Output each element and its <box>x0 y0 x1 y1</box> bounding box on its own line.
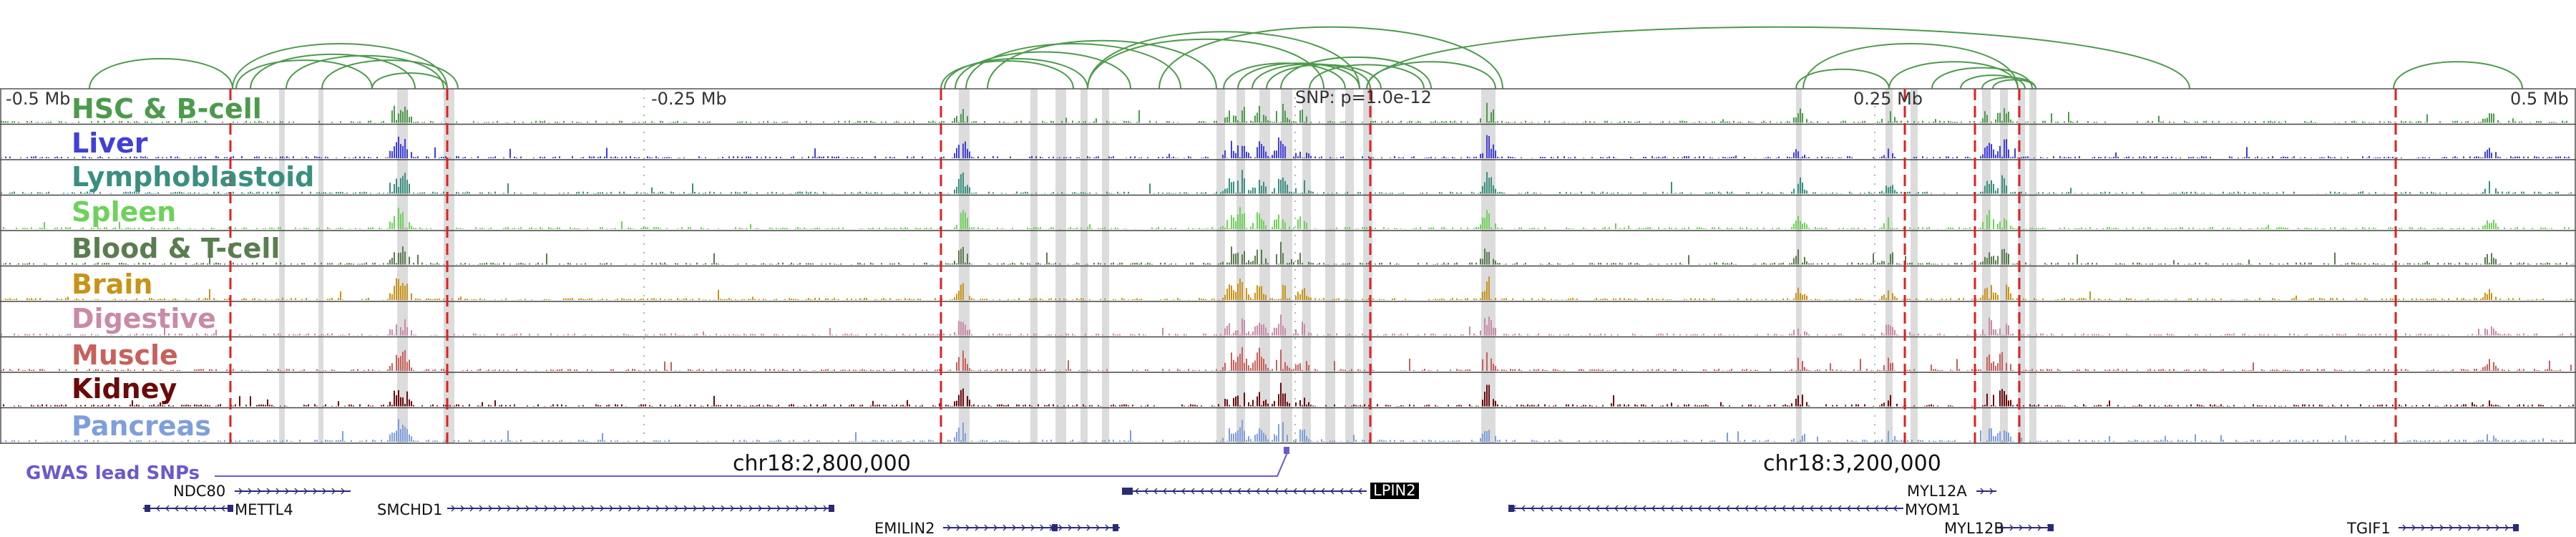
track-label-brain: Brain <box>72 268 153 300</box>
chromatin-loop-arc <box>1888 61 2019 90</box>
gwas-lead-snp-marker[interactable] <box>1284 447 1289 454</box>
gene-ndc80[interactable] <box>235 488 351 495</box>
significant-variant-lines <box>229 89 2397 443</box>
track-label-kidney: Kidney <box>72 373 177 405</box>
signal-track <box>1 135 2570 158</box>
chromatin-loop-arc <box>940 60 1074 90</box>
ruler-left-label: -0.5 Mb <box>6 89 71 109</box>
chromatin-loop-arc <box>371 72 448 90</box>
signal-track <box>1 347 2572 371</box>
track-frames <box>0 88 2576 444</box>
gene-label-lpin2[interactable]: LPIN2 <box>1370 483 1419 499</box>
gwas-lead-snps-label: GWAS lead SNPs <box>26 463 200 484</box>
signal-track <box>3 276 2572 300</box>
signal-track <box>3 207 2574 229</box>
gene-label-myl12a[interactable]: MYL12A <box>1907 483 1967 500</box>
chromatin-loop-arc <box>955 51 1131 90</box>
chromatin-loop-arc <box>250 53 416 90</box>
track-label-blood-tcell: Blood & T-cell <box>72 233 280 264</box>
chromatin-loop-arc <box>1266 64 1382 90</box>
chromatin-loop-arc <box>1158 26 1503 90</box>
gene-annotation-track <box>143 447 2519 531</box>
chromatin-loop-arc <box>965 43 1181 90</box>
gene-label-ndc80[interactable]: NDC80 <box>173 483 226 500</box>
chromatin-loop-arc <box>232 43 448 90</box>
chromatin-loop-arc <box>1960 74 2026 90</box>
chromatin-loop-arc <box>1087 31 1360 90</box>
chromatin-loop-arc <box>321 59 459 90</box>
gene-myom1[interactable] <box>1508 505 1903 512</box>
gene-label-mettl4[interactable]: METTL4 <box>235 501 293 518</box>
signal-track <box>5 419 2563 442</box>
chromatin-loop-arc <box>987 39 1217 90</box>
gene-emilin2[interactable] <box>943 524 1120 531</box>
gene-label-myl12b[interactable]: MYL12B <box>1944 520 2004 537</box>
chromatin-loop-arc <box>1366 26 2190 90</box>
chromatin-loop-arc <box>944 58 1088 90</box>
signal-track <box>3 241 2574 265</box>
chromatin-loop-arc <box>89 58 233 90</box>
ruler-right-label: 0.5 Mb <box>2510 89 2569 109</box>
track-label-muscle: Muscle <box>72 339 178 371</box>
gwas-connector <box>215 450 1289 477</box>
chromatin-loop-arc <box>1309 64 1425 90</box>
gene-tgif1[interactable] <box>2399 524 2519 531</box>
gene-smchd1[interactable] <box>447 505 834 512</box>
chromatin-loop-arc <box>1087 38 1324 90</box>
signal-track <box>1 314 2574 336</box>
track-label-pancreas: Pancreas <box>72 410 211 442</box>
signal-track <box>1 170 2572 194</box>
ruler-mid-left-label: -0.25 Mb <box>651 89 727 109</box>
gene-myl12b[interactable] <box>1996 524 2054 531</box>
track-label-liver: Liver <box>72 127 148 159</box>
gene-label-smchd1[interactable]: SMCHD1 <box>377 501 443 518</box>
chromatin-loop-arc <box>235 59 373 90</box>
gene-myl12a[interactable] <box>1976 488 1996 495</box>
coordinate-left: chr18:2,800,000 <box>733 451 911 476</box>
signal-track <box>1 102 2567 123</box>
track-label-lymphoblastoid: Lymphoblastoid <box>72 161 315 193</box>
chromatin-loop-arc <box>1237 62 1360 90</box>
snp-label: SNP: p=1.0e-12 <box>1295 87 1432 107</box>
chromatin-loop-arc <box>1802 43 2019 90</box>
chromatin-loop-arc <box>286 54 444 90</box>
ruler-mid-right-label: 0.25 Mb <box>1853 89 1923 109</box>
gene-lpin2[interactable] <box>1122 488 1367 495</box>
track-label-spleen: Spleen <box>72 196 177 228</box>
gene-mettl4[interactable] <box>143 505 233 512</box>
chromatin-loop-arc <box>2393 61 2523 90</box>
chromatin-loop-arc <box>1280 57 1432 90</box>
chromatin-loop-arc <box>1992 79 2036 90</box>
gene-label-myom1[interactable]: MYOM1 <box>1905 501 1961 518</box>
track-label-hsc-bcell: HSC & B-cell <box>72 93 262 125</box>
gene-label-tgif1[interactable]: TGIF1 <box>2347 520 2391 537</box>
chromatin-loop-arcs <box>89 26 2523 90</box>
coordinate-right: chr18:3,200,000 <box>1763 451 1941 476</box>
gene-label-emilin2[interactable]: EMILIN2 <box>874 520 935 537</box>
chromatin-loop-arc <box>1795 68 1890 90</box>
track-label-digestive: Digestive <box>72 303 216 334</box>
